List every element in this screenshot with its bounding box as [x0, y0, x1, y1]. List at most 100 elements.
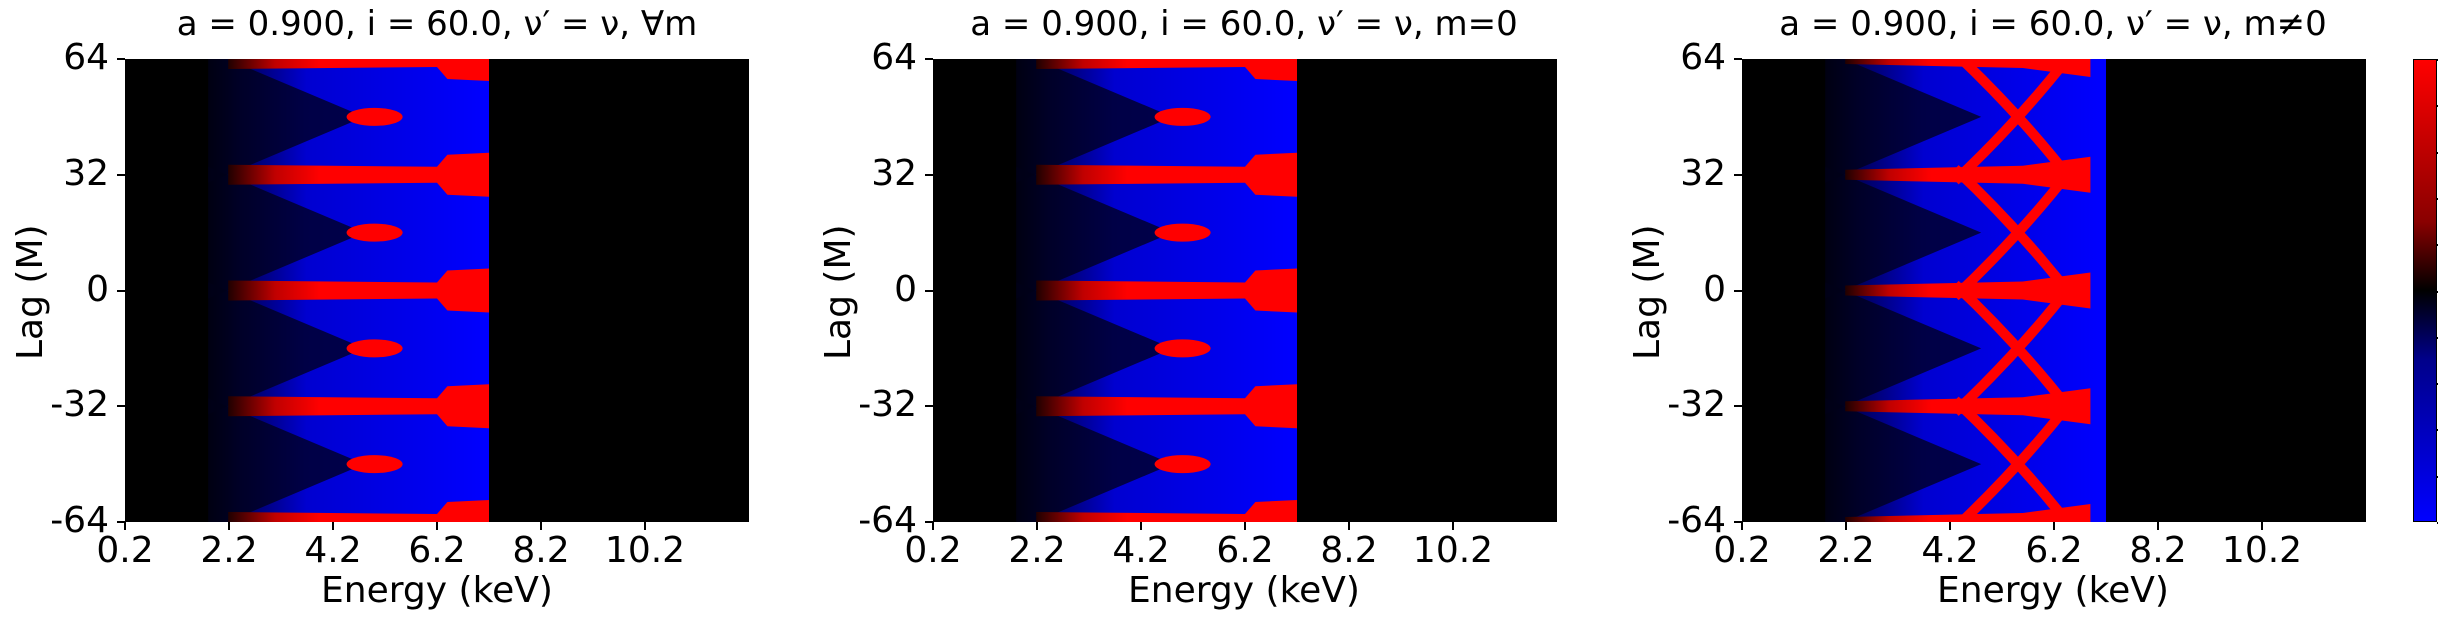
red-band	[228, 500, 489, 522]
dark-wedge	[1016, 398, 1173, 522]
x-tick-label: 4.2	[1112, 530, 1170, 571]
crossing-curve	[1954, 59, 2079, 188]
x-tick-mark	[2261, 522, 2263, 530]
y-tick-mark	[925, 58, 933, 60]
red-blob	[1154, 107, 1211, 126]
y-tick-mark	[117, 521, 125, 523]
x-tick-label: 10.2	[2221, 530, 2303, 571]
red-blob	[1154, 339, 1211, 358]
red-blob	[346, 339, 403, 358]
x-tick-label: 8.2	[2129, 530, 2187, 571]
dark-wedge	[1825, 59, 1982, 183]
x-tick-mark	[436, 522, 438, 530]
x-tick-label: 2.2	[200, 530, 258, 571]
red-band	[1845, 504, 2091, 522]
red-band	[228, 59, 489, 81]
y-tick-label: -64	[1667, 500, 1726, 541]
red-band	[1036, 384, 1297, 429]
x-tick-mark	[1452, 522, 1454, 530]
x-tick-label: 8.2	[1320, 530, 1378, 571]
x-tick-mark	[1845, 522, 1847, 530]
red-blob	[346, 107, 403, 126]
chart-title: a = 0.900, i = 60.0, ν′ = ν, m=0	[970, 4, 1518, 44]
y-tick-mark	[1734, 58, 1742, 60]
x-tick-label: 4.2	[1921, 530, 1979, 571]
x-tick-label: 8.2	[512, 530, 570, 571]
x-tick-label: 2.2	[1817, 530, 1875, 571]
y-tick-label: 0	[894, 268, 917, 310]
y-tick-label: -32	[858, 384, 917, 426]
dark-wedge	[1825, 282, 1982, 415]
dark-wedge	[1016, 59, 1173, 183]
x-tick-label: 0.2	[96, 530, 154, 571]
heatmap-plot	[933, 59, 1557, 522]
x-tick-mark	[1036, 522, 1038, 530]
x-axis-label: Energy (keV)	[321, 570, 553, 611]
red-band	[1036, 500, 1297, 522]
crossing-curve	[1951, 396, 2074, 522]
x-tick-mark	[540, 522, 542, 530]
y-tick-mark	[1734, 173, 1742, 176]
x-tick-label: 2.2	[1008, 530, 1066, 571]
heatmap-svg	[208, 59, 489, 522]
dark-wedge	[1016, 282, 1173, 415]
y-tick-mark	[1734, 521, 1742, 523]
y-tick-label: 64	[63, 37, 109, 78]
x-tick-label: 6.2	[1216, 530, 1274, 571]
x-tick-mark	[332, 522, 334, 530]
x-tick-label: 6.2	[408, 530, 466, 571]
y-tick-label: 64	[871, 37, 917, 78]
y-tick-label: 32	[1680, 152, 1726, 194]
dark-wedge	[208, 282, 365, 415]
dark-wedge	[1825, 166, 1982, 299]
y-tick-mark	[925, 521, 933, 523]
y-tick-label: 32	[63, 152, 109, 194]
heatmap-svg	[1825, 59, 2106, 522]
x-tick-mark	[1949, 522, 1951, 530]
x-tick-mark	[1741, 522, 1743, 530]
x-tick-mark	[2157, 522, 2159, 530]
y-tick-label: 0	[1703, 268, 1726, 310]
y-tick-mark	[925, 173, 933, 176]
red-blob	[1154, 455, 1211, 474]
dark-wedge	[1825, 398, 1982, 522]
heatmap-plot	[125, 59, 749, 522]
x-axis-label: Energy (keV)	[1128, 570, 1360, 611]
dark-wedge	[208, 166, 365, 299]
dark-wedge	[1016, 166, 1173, 299]
y-tick-mark	[1734, 405, 1742, 408]
red-band	[228, 384, 489, 429]
x-tick-mark	[644, 522, 646, 530]
dark-wedge	[208, 398, 365, 522]
y-tick-mark	[925, 289, 933, 292]
y-tick-mark	[117, 173, 125, 176]
chart-title: a = 0.900, i = 60.0, ν′ = ν, ∀m	[176, 4, 698, 44]
red-band	[1845, 59, 2091, 77]
y-tick-label: 64	[1680, 37, 1726, 78]
y-tick-mark	[925, 405, 933, 408]
x-tick-label: 6.2	[2025, 530, 2083, 571]
y-tick-label: -32	[50, 384, 109, 426]
red-blob	[346, 455, 403, 474]
x-tick-mark	[124, 522, 126, 530]
y-tick-label: 32	[871, 152, 917, 194]
y-tick-label: -64	[50, 500, 109, 541]
red-band	[1036, 268, 1297, 313]
y-tick-label: -32	[1667, 384, 1726, 426]
heatmap-plot	[1742, 59, 2366, 522]
y-tick-label: -64	[858, 500, 917, 541]
colorbar	[2413, 59, 2437, 522]
x-axis-label: Energy (keV)	[1937, 570, 2169, 611]
crossing-curve	[1951, 165, 2079, 304]
x-tick-mark	[1140, 522, 1142, 530]
heatmap-svg	[1016, 59, 1297, 522]
y-tick-mark	[1734, 289, 1742, 292]
y-tick-mark	[117, 405, 125, 408]
crossing-curve	[1951, 280, 2079, 420]
chart-title: a = 0.900, i = 60.0, ν′ = ν, m≠0	[1779, 4, 2327, 44]
red-blob	[346, 223, 403, 242]
x-tick-mark	[1244, 522, 1246, 530]
x-tick-mark	[2053, 522, 2055, 530]
y-tick-label: 0	[86, 268, 109, 310]
red-blob	[1154, 223, 1211, 242]
